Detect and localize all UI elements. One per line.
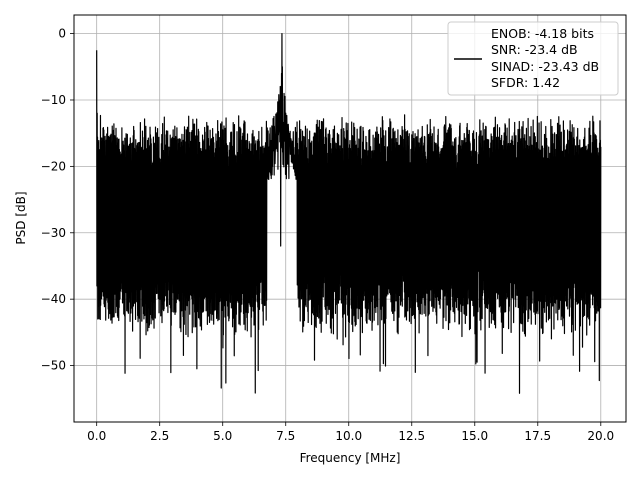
x-tick-label: 10.0 [335,429,362,443]
x-tick-label: 7.5 [276,429,295,443]
y-tick-label: −20 [41,159,66,173]
y-axis-label: PSD [dB] [14,191,28,244]
psd-trace [96,32,602,394]
x-tick-label: 20.0 [587,429,614,443]
legend-box [447,21,619,96]
legend-line-sfdr: SFDR: 1.42 [491,75,560,90]
y-tick-label: −10 [41,93,66,107]
x-tick-label: 15.0 [461,429,488,443]
x-tick-label: 5.0 [213,429,232,443]
y-tick-label: −30 [41,226,66,240]
y-tick-label: −40 [41,292,66,306]
x-tick-label: 0.0 [87,429,106,443]
x-axis-label: Frequency [MHz] [300,451,401,465]
x-axis-ticks: 0.0 2.5 5.0 7.5 10.0 12.5 15.0 17.5 20.0 [87,422,614,443]
psd-series [96,32,602,394]
x-tick-label: 17.5 [524,429,551,443]
y-axis-ticks: 0 −10 −20 −30 −40 −50 [41,27,74,373]
y-tick-label: 0 [58,27,66,41]
legend-line-sinad: SINAD: -23.43 dB [491,59,599,74]
legend-line-enob: ENOB: -4.18 bits [491,26,594,41]
x-tick-label: 12.5 [398,429,425,443]
x-tick-label: 2.5 [150,429,169,443]
legend-line-snr: SNR: -23.4 dB [491,42,578,57]
legend: ENOB: -4.18 bits SNR: -23.4 dB SINAD: -2… [447,21,619,96]
plot-frame [73,14,627,423]
y-tick-label: −50 [41,359,66,373]
